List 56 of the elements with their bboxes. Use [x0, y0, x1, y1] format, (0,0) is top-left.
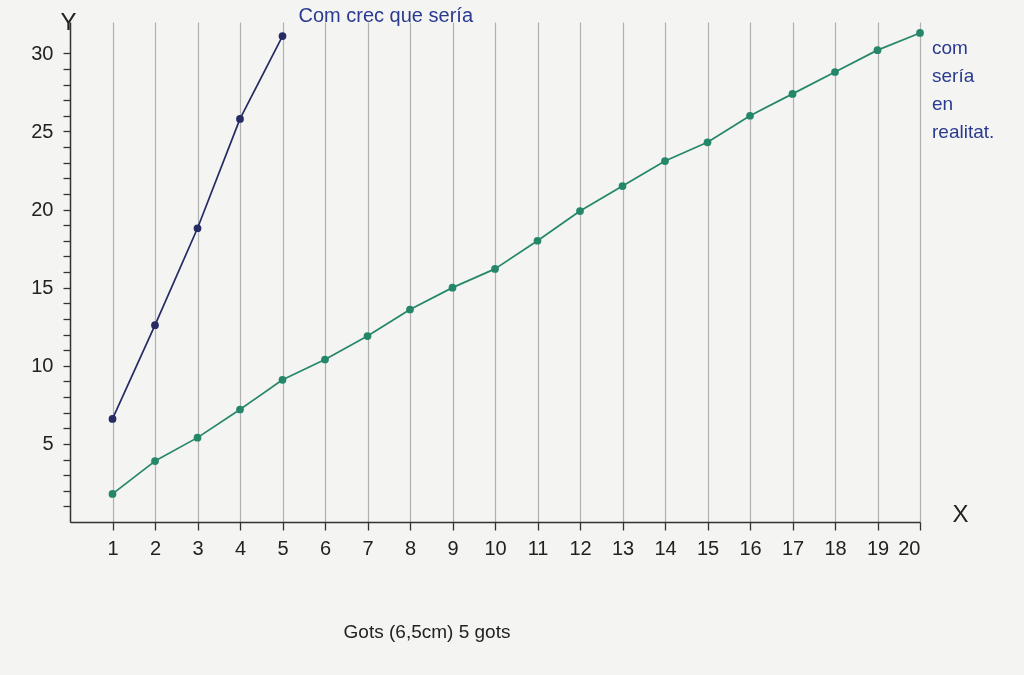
point	[533, 236, 542, 245]
point	[618, 182, 627, 190]
y-tick-label: 25	[31, 119, 54, 142]
x-tick-label: 11	[527, 536, 549, 559]
point	[916, 29, 924, 37]
point	[193, 433, 202, 442]
point	[873, 46, 882, 54]
x-tick-label: 19	[866, 536, 890, 559]
point	[703, 138, 712, 147]
x-tick-label: 14	[654, 536, 677, 559]
point	[321, 355, 329, 364]
point	[406, 305, 414, 314]
point	[831, 68, 839, 76]
point	[193, 224, 202, 233]
x-tick-label: 16	[739, 536, 762, 559]
x-tick-label: 4	[234, 536, 247, 559]
x-tick-label: 7	[362, 536, 374, 559]
point	[108, 490, 117, 498]
y-tick-label: 5	[42, 432, 54, 455]
point	[108, 415, 117, 423]
y-tick-label: 30	[31, 41, 54, 64]
x-tick-label: 1	[107, 536, 119, 559]
x-tick-label: 15	[696, 536, 720, 559]
y-tick-label: 10	[31, 354, 54, 377]
x-tick-label: 9	[447, 536, 459, 559]
x-tick-label: 13	[611, 536, 635, 559]
x-tick-label: 6	[319, 536, 332, 559]
text: Gots (6,5cm) 5 gots	[343, 621, 511, 642]
x-tick-label: 2	[149, 536, 162, 559]
point	[363, 332, 372, 340]
x-tick-label: 8	[404, 536, 417, 559]
x-tick-label: 17	[781, 536, 805, 559]
point	[491, 265, 499, 273]
x-tick-label: 3	[192, 536, 204, 559]
y-tick-label: 20	[31, 198, 54, 220]
point	[151, 321, 159, 329]
point	[448, 283, 457, 292]
series-label: Com crec que sería	[298, 4, 474, 27]
x-tick-label: 12	[569, 536, 592, 559]
point	[278, 375, 287, 384]
point	[236, 115, 244, 123]
x-tick-label: 18	[824, 536, 847, 559]
x-tick-label: 10	[484, 536, 507, 559]
point	[661, 157, 669, 165]
point	[576, 207, 584, 215]
series-label: com sería en realitat.	[932, 36, 995, 142]
x-tick-label: 5	[277, 536, 289, 559]
point	[151, 457, 159, 465]
y-tick-label: 15	[31, 276, 54, 299]
x-tick-label: 20	[898, 536, 921, 559]
point	[236, 405, 244, 414]
point	[278, 32, 287, 40]
point	[788, 90, 797, 98]
x-axis-title: X	[952, 499, 969, 527]
y-axis-title: Y	[60, 7, 77, 35]
point	[746, 111, 754, 120]
